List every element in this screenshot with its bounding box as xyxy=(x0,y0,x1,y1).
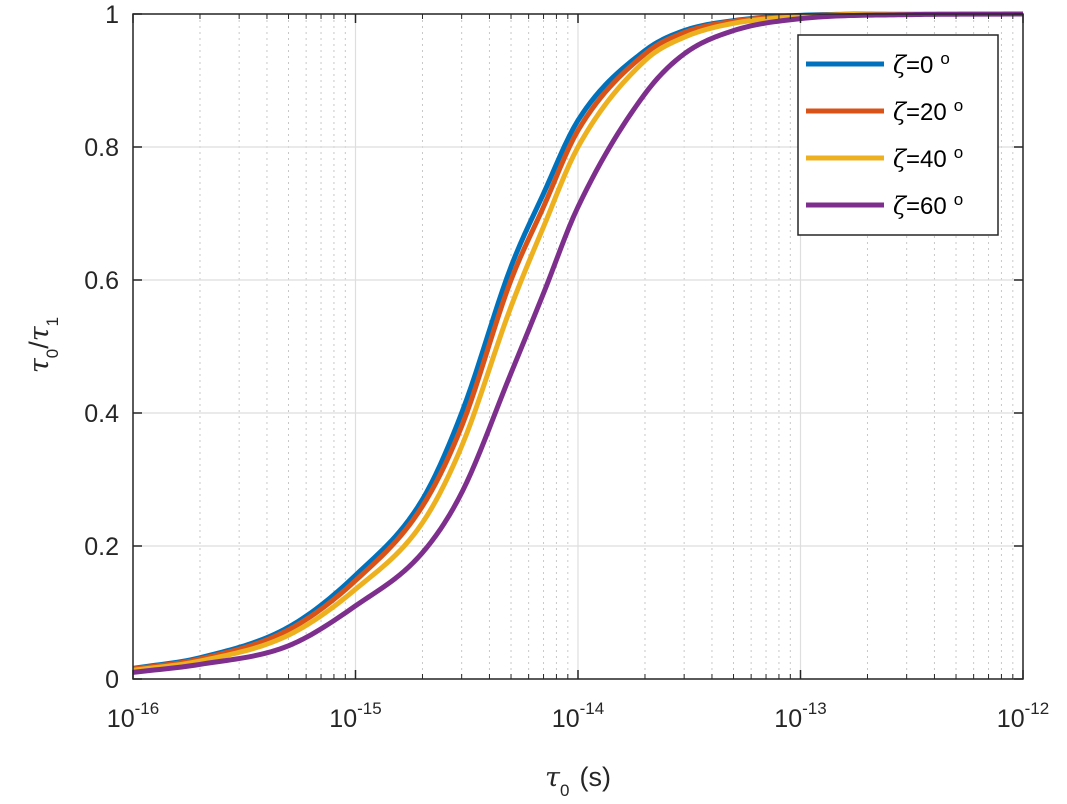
series-line xyxy=(132,11,1024,675)
legend-box xyxy=(797,34,999,236)
y-tick-label: 0.8 xyxy=(84,134,119,162)
y-tick-labels: 0 0.2 0.4 0.6 0.8 1 xyxy=(84,1,119,694)
legend-entry: ζ=40 o xyxy=(893,143,963,173)
tick-marks xyxy=(132,13,1024,680)
y-tick-label: 0.6 xyxy=(84,267,119,295)
y-tick-label: 0 xyxy=(105,666,119,694)
x-tick-label: 10-12 xyxy=(997,699,1049,733)
legend: ζ=0 o ζ=20 o ζ=40 o ζ=60 o xyxy=(797,34,999,236)
y-axis-label: τ0/τ1 xyxy=(24,317,62,373)
x-tick-labels: 10-16 10-15 10-14 10-13 10-12 xyxy=(107,699,1049,733)
y-tick-label: 1 xyxy=(105,1,119,29)
y-tick-label: 0.4 xyxy=(84,400,119,428)
legend-entry: ζ=20 o xyxy=(893,96,963,126)
x-tick-label: 10-13 xyxy=(774,699,826,733)
y-tick-label: 0.2 xyxy=(84,533,119,561)
x-tick-label: 10-16 xyxy=(107,699,159,733)
x-tick-label: 10-14 xyxy=(552,699,604,733)
x-tick-label: 10-15 xyxy=(329,699,381,733)
legend-entry: ζ=60 o xyxy=(893,190,963,220)
x-axis-label: τ0 (s) xyxy=(545,762,611,800)
legend-entry: ζ=0 o xyxy=(893,49,950,79)
